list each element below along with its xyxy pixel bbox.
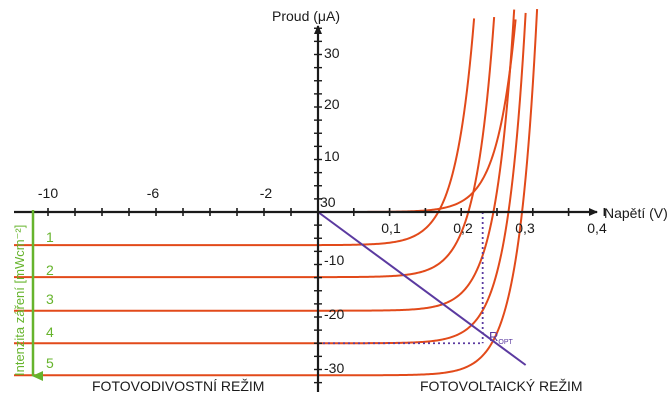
operating-point-guides bbox=[317, 211, 527, 366]
ropt-label-sub: OPT bbox=[498, 339, 513, 346]
y-tick-label-30: 30 bbox=[324, 45, 340, 61]
curve-label-1: 1 bbox=[46, 229, 54, 245]
y-axis-title: Proud (μA) bbox=[272, 8, 340, 24]
ropt-label-main: R bbox=[489, 329, 498, 344]
iv-curve-1 bbox=[14, 18, 476, 247]
curve-label-5: 5 bbox=[46, 355, 54, 371]
region-label-photoconductive: FOTOVODIVOSTNÍ REŽIM bbox=[92, 378, 264, 394]
y-tick-label-neg-10: -10 bbox=[324, 252, 344, 268]
x-tick-label-0-1: 0,1 bbox=[381, 220, 401, 236]
x-axis-title: Napětí (V) bbox=[604, 205, 668, 221]
x-tick-label-0-4: 0,4 bbox=[587, 220, 607, 236]
dark-curve bbox=[14, 19, 517, 213]
curve-label-3: 3 bbox=[46, 291, 54, 307]
x-tick-label-neg-10: -10 bbox=[38, 185, 58, 201]
region-label-photovoltaic: FOTOVOLTAICKÝ REŽIM bbox=[420, 378, 583, 394]
y-tick-label-10: 10 bbox=[324, 148, 340, 164]
curve-label-2: 2 bbox=[46, 262, 54, 278]
axes bbox=[14, 25, 598, 392]
x-tick-label-0-2: 0,2 bbox=[453, 220, 473, 236]
y-tick-label-neg-20: -20 bbox=[324, 306, 344, 322]
curve-label-4: 4 bbox=[46, 324, 54, 340]
iv-curve-5 bbox=[14, 9, 539, 377]
iv-curve-4 bbox=[14, 12, 527, 345]
ropt-label: ROPT bbox=[489, 329, 514, 346]
iv-curve-3 bbox=[14, 9, 516, 312]
y-tick-label-20: 20 bbox=[324, 96, 340, 112]
axis-ticks bbox=[47, 27, 606, 384]
iv-curve-2 bbox=[14, 17, 496, 279]
x-tick-label-neg-6: -6 bbox=[147, 185, 160, 201]
y-tick-label-neg-30: -30 bbox=[324, 360, 344, 376]
y-origin-label: 30 bbox=[320, 194, 336, 210]
x-tick-label-0-3: 0,3 bbox=[515, 220, 535, 236]
intensity-axis-label: Intenzita záření [mWcm⁻²] bbox=[12, 225, 27, 376]
load-line bbox=[317, 211, 527, 366]
x-tick-label-neg-2: -2 bbox=[260, 185, 273, 201]
iv-curves bbox=[14, 9, 539, 377]
